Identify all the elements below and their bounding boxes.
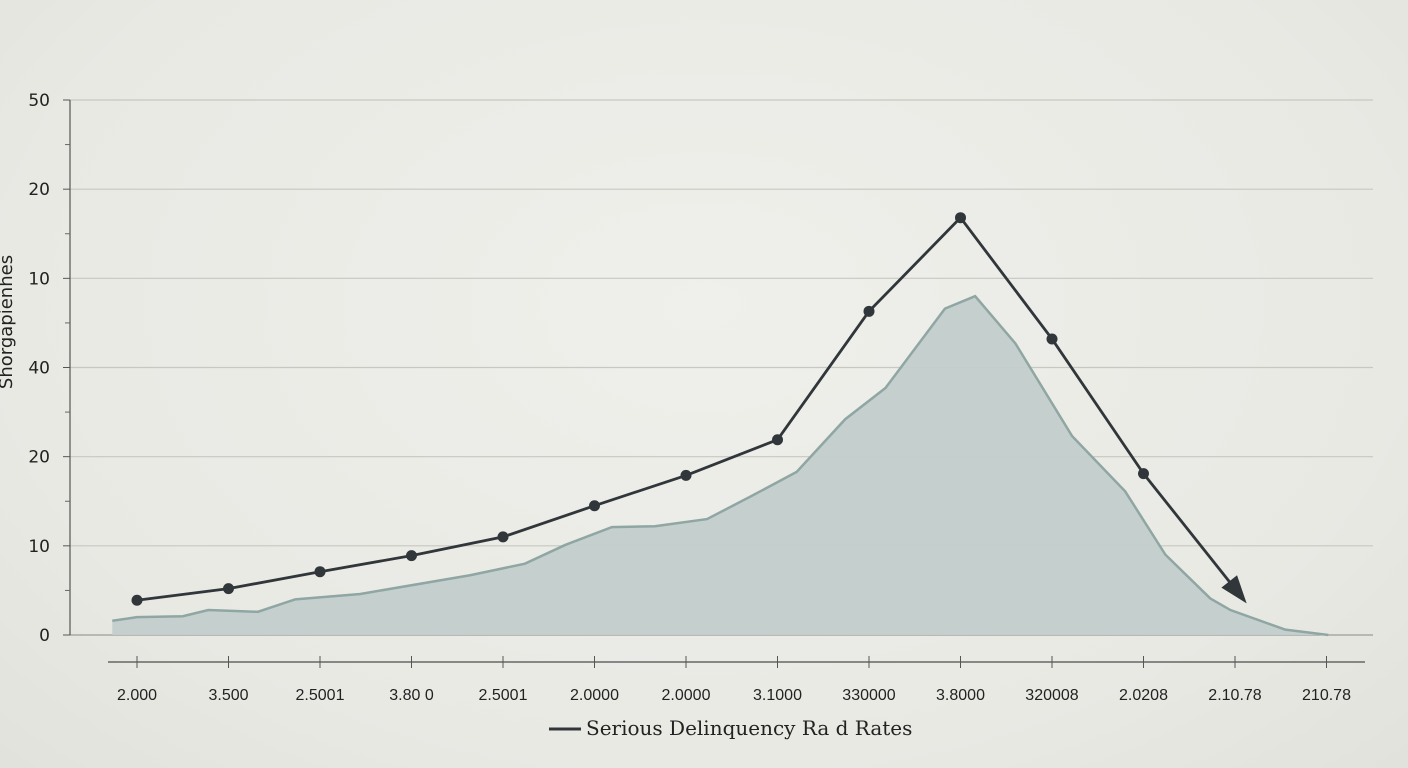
- y-tick-label: 0: [39, 626, 50, 646]
- data-point: [1138, 468, 1149, 480]
- x-tick-label: 2.0000: [570, 687, 619, 704]
- x-tick-label: 2.0000: [662, 687, 711, 704]
- y-tick-label: 10: [28, 537, 50, 557]
- x-tick-label: 2.5001: [479, 687, 528, 704]
- x-tick-label: 3.500: [208, 687, 248, 704]
- x-tick-label: 3.1000: [753, 687, 802, 704]
- data-point: [589, 500, 600, 512]
- area-fill: [112, 296, 1329, 635]
- x-tick-label: 2.000: [117, 687, 157, 704]
- data-point: [223, 583, 234, 595]
- legend: Serious Delinquency Ra d Rates: [549, 716, 912, 740]
- data-point: [406, 550, 417, 562]
- arrowhead-icon: [1221, 575, 1247, 604]
- y-tick-label: 50: [28, 91, 50, 111]
- y-tick-label: 20: [28, 448, 50, 468]
- data-point: [497, 531, 509, 543]
- data-point: [1046, 333, 1058, 345]
- x-tick-label: 2.0208: [1119, 687, 1168, 704]
- area-outline: [112, 294, 1329, 637]
- data-point: [314, 566, 326, 578]
- y-tick-label: 20: [28, 180, 50, 200]
- legend-label: Serious Delinquency Ra d Rates: [586, 716, 912, 740]
- y-tick-label: 10: [28, 269, 50, 289]
- x-axis: 2.000 3.500 2.5001 3.80 0 2.5001 2.0000 2.0000…: [108, 656, 1365, 704]
- line-series: [131, 212, 1247, 606]
- x-tick-label: 210.78: [1302, 687, 1351, 704]
- y-tick-label: 40: [28, 359, 50, 379]
- x-tick-label: 3.80 0: [389, 687, 434, 704]
- series-line: [136, 215, 1145, 602]
- y-axis: 0 10 20 40 10 20 50: [28, 91, 71, 646]
- data-point: [131, 594, 143, 606]
- data-point: [772, 434, 783, 446]
- x-tick-label: 2.10.78: [1208, 687, 1261, 704]
- x-tick-label: 2.5001: [296, 687, 345, 704]
- area-series: [112, 294, 1329, 637]
- x-tick-label: 320008: [1025, 687, 1078, 704]
- x-tick-label: 330000: [842, 687, 895, 704]
- x-tick-label: 3.8000: [936, 687, 985, 704]
- trend-arrow-line: [1142, 472, 1246, 602]
- data-point: [680, 469, 692, 481]
- data-point: [955, 212, 966, 224]
- data-point: [863, 305, 875, 317]
- y-axis-label: Shorgapienhes: [0, 255, 17, 389]
